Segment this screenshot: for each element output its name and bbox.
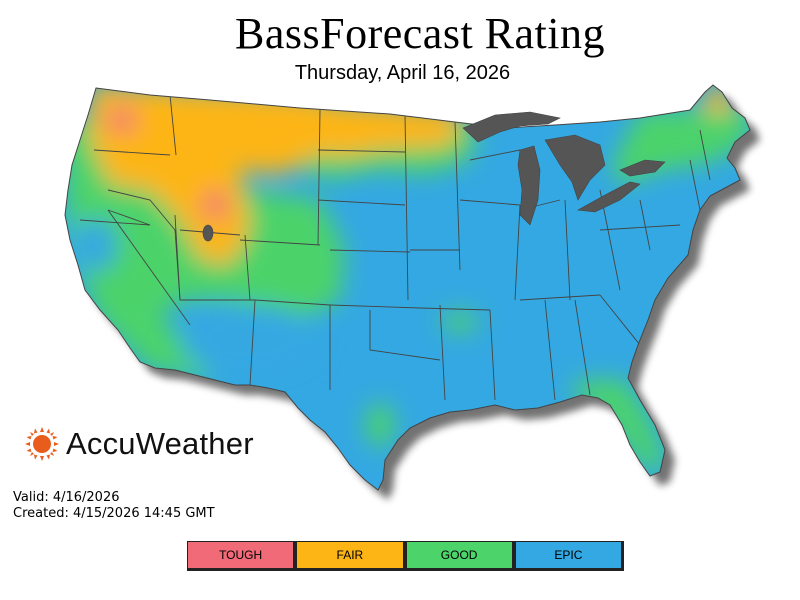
lake-erie xyxy=(577,181,641,213)
great-salt-lake xyxy=(202,224,214,242)
good-zone-arkansas xyxy=(442,312,478,332)
forecast-meta: Valid: 4/16/2026 Created: 4/15/2026 14:4… xyxy=(13,490,215,522)
fair-zone-northwest xyxy=(90,85,330,265)
legend-good: GOOD xyxy=(405,541,515,571)
tough-zone-washington xyxy=(108,108,136,132)
legend-epic: EPIC xyxy=(514,541,624,571)
accuweather-logo: AccuWeather xyxy=(24,424,254,464)
legend-fair: FAIR xyxy=(296,541,406,571)
state-borders xyxy=(79,94,711,401)
brand-name: AccuWeather xyxy=(66,426,254,461)
lake-michigan xyxy=(517,145,541,226)
valid-date: Valid: 4/16/2026 xyxy=(13,490,120,505)
epic-pocket-arizona xyxy=(180,305,320,375)
great-lakes xyxy=(202,111,666,242)
good-zone-texas xyxy=(366,403,394,447)
epic-pocket-nevada xyxy=(73,219,117,271)
legend-tough: TOUGH xyxy=(187,541,297,571)
tough-zone-wyoming xyxy=(203,191,227,219)
lake-huron xyxy=(544,134,606,201)
rating-legend: TOUGH FAIR GOOD EPIC xyxy=(187,541,624,571)
map-title: BassForecast Rating xyxy=(234,9,605,58)
created-date: Created: 4/15/2026 14:45 GMT xyxy=(13,506,215,521)
forecast-date: Thursday, April 16, 2026 xyxy=(294,62,511,84)
lake-ontario xyxy=(619,159,666,177)
lake-superior xyxy=(462,111,561,143)
sun-icon xyxy=(25,427,59,461)
